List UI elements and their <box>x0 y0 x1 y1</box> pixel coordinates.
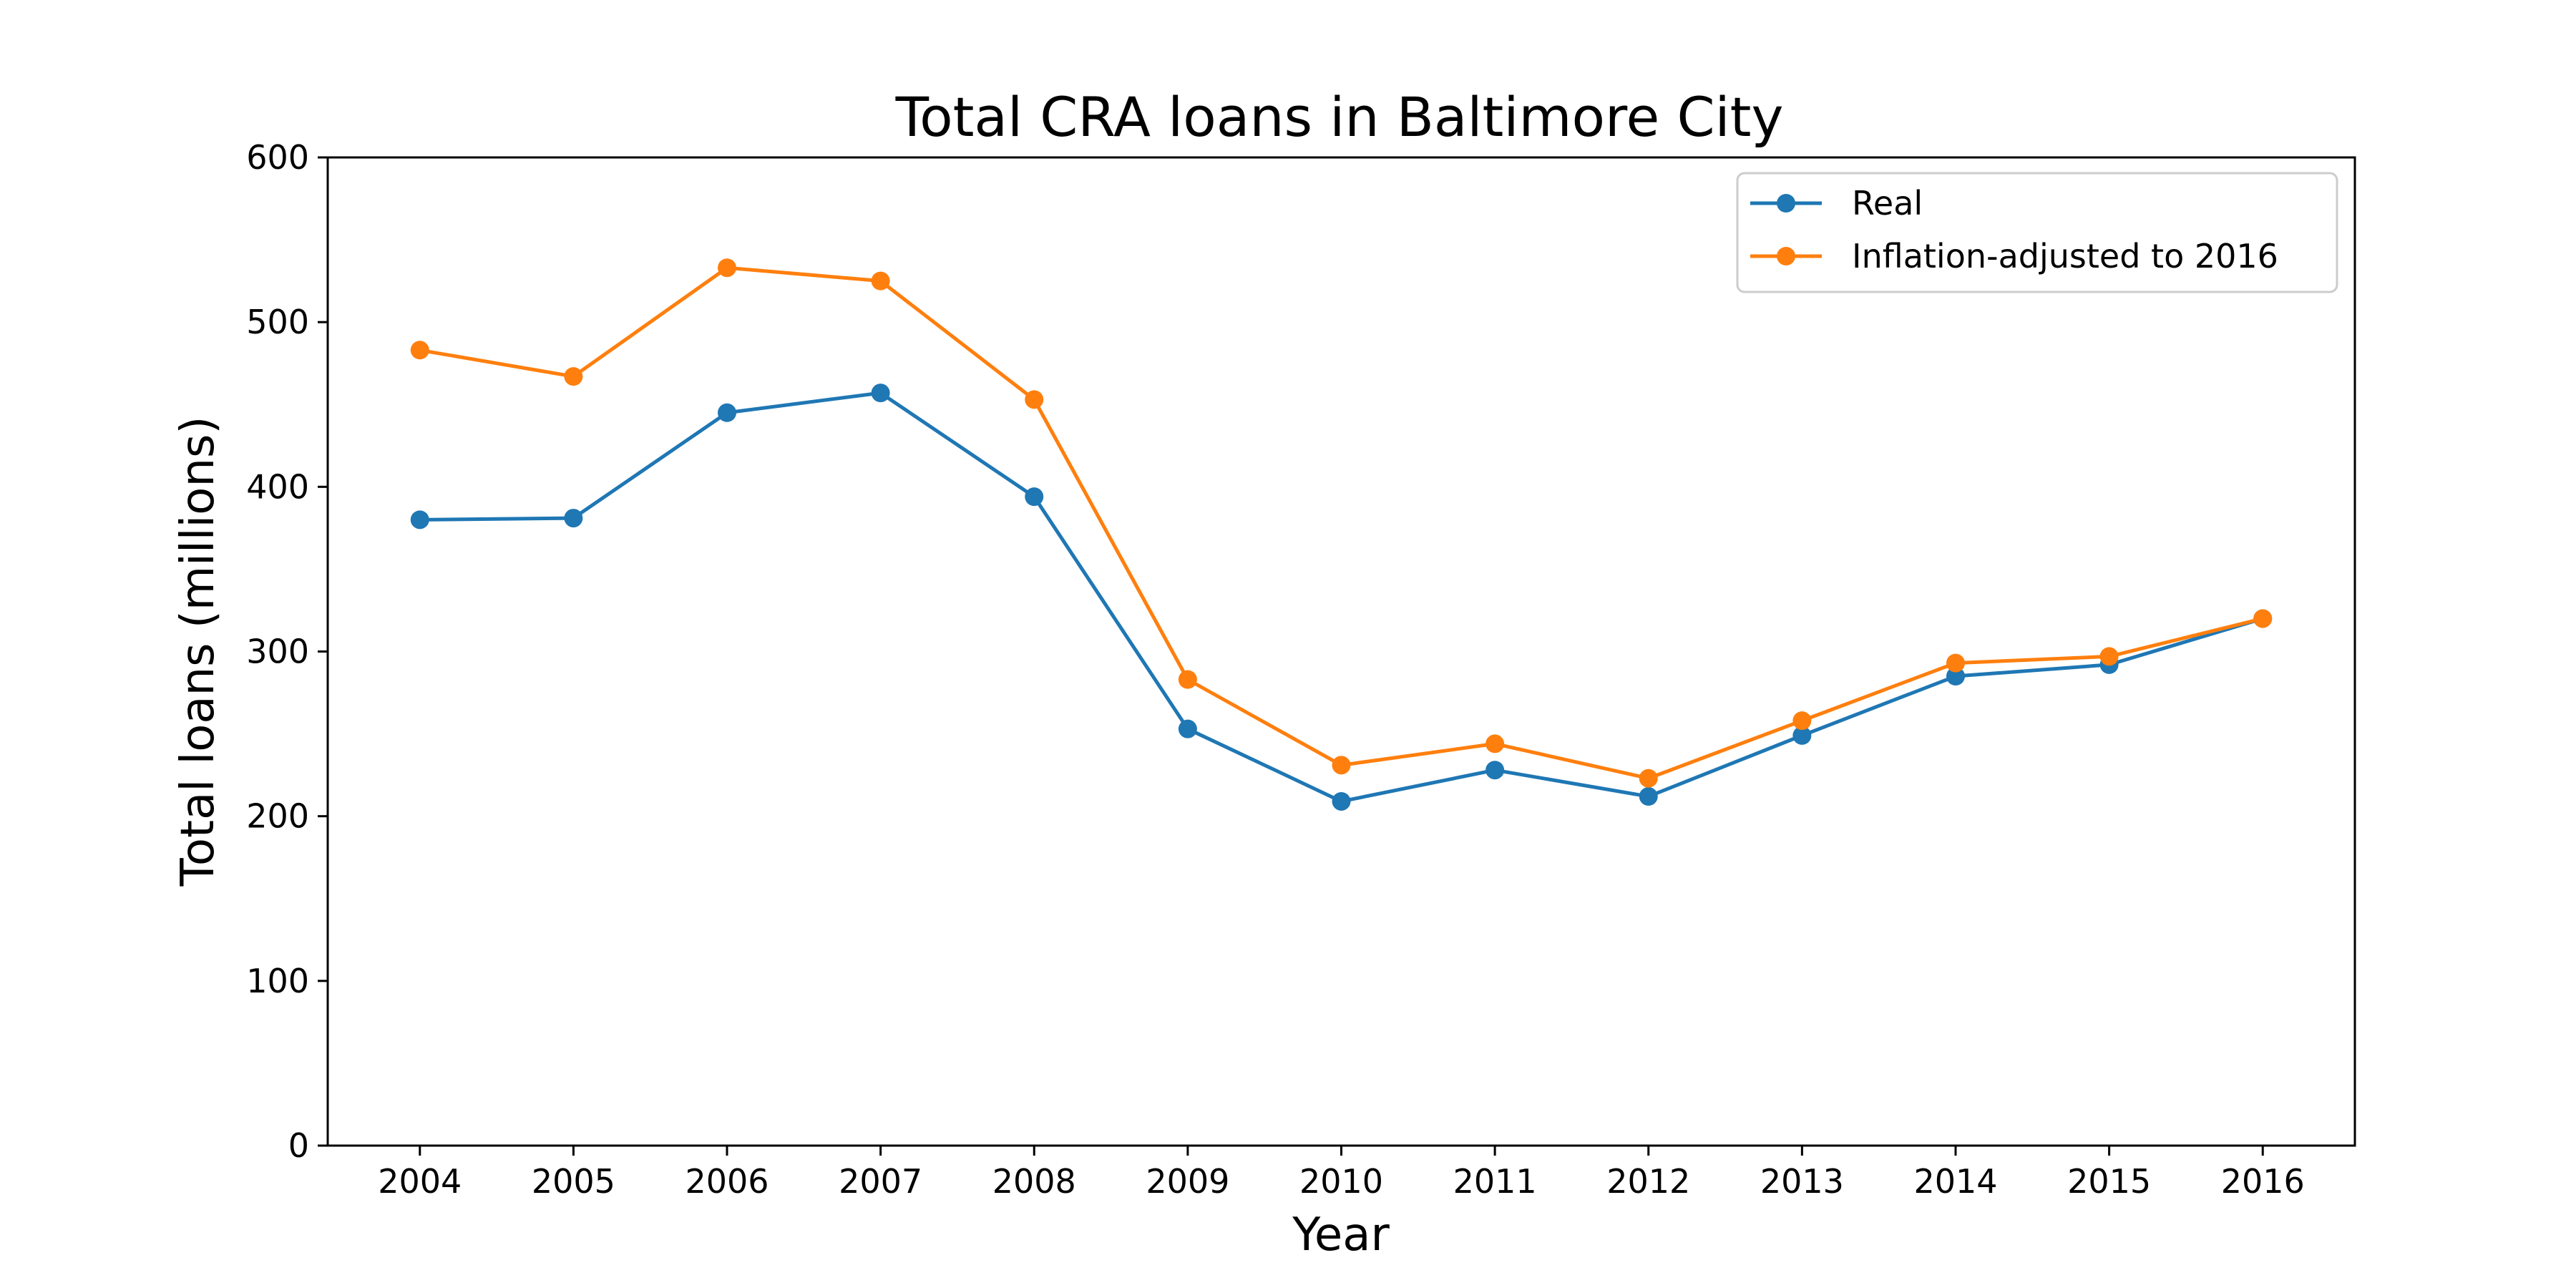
x-tick-label: 2005 <box>532 1162 615 1201</box>
x-tick-label: 2013 <box>1760 1162 1844 1201</box>
chart-title: Total CRA loans in Baltimore City <box>895 85 1784 149</box>
y-tick-label: 200 <box>246 797 309 836</box>
legend: Real Inflation-adjusted to 2016 <box>1736 172 2338 293</box>
series-layer <box>410 258 2273 811</box>
data-point <box>718 258 737 278</box>
legend-marker <box>1777 194 1795 213</box>
data-point <box>1792 726 1812 745</box>
x-tick-label: 2014 <box>1913 1162 1997 1201</box>
x-tick-label: 2016 <box>2221 1162 2305 1201</box>
data-point <box>1639 769 1658 788</box>
data-point <box>1946 667 1965 686</box>
y-tick-label: 100 <box>246 962 309 1000</box>
x-tick-label: 2010 <box>1299 1162 1383 1201</box>
x-tick-label: 2009 <box>1146 1162 1229 1201</box>
legend-box <box>1736 172 2338 293</box>
data-point <box>871 271 890 291</box>
data-point <box>1178 670 1197 689</box>
legend-label: Real <box>1852 184 1923 223</box>
legend-label: Inflation-adjusted to 2016 <box>1852 237 2278 275</box>
y-tick-label: 300 <box>246 633 309 671</box>
data-point <box>1639 787 1658 806</box>
y-axis-title: Total loans (millions) <box>172 416 225 887</box>
data-point <box>1332 756 1351 775</box>
y-tick-label: 500 <box>246 303 309 341</box>
data-point <box>410 341 429 360</box>
y-tick-label: 0 <box>288 1126 309 1165</box>
data-point <box>2253 609 2273 628</box>
x-tick-label: 2006 <box>685 1162 769 1201</box>
data-point <box>564 367 583 386</box>
x-tick-label: 2008 <box>992 1162 1076 1201</box>
data-point <box>564 509 583 528</box>
x-tick-label: 2011 <box>1453 1162 1537 1201</box>
x-tick-label: 2004 <box>378 1162 462 1201</box>
data-point <box>1332 791 1351 811</box>
data-point <box>410 510 429 530</box>
data-point <box>1946 653 1965 673</box>
plot-frame <box>326 156 2356 1147</box>
x-axis-title: Year <box>1292 1209 1390 1262</box>
data-point <box>1025 487 1044 507</box>
x-tick-label: 2015 <box>2067 1162 2151 1201</box>
data-point <box>1025 390 1044 409</box>
x-tick-label: 2012 <box>1606 1162 1690 1201</box>
data-point <box>1485 734 1505 753</box>
series-inflation-adjusted <box>410 258 2273 788</box>
y-axis-ticks: 0 100 200 300 400 500 600 <box>246 138 328 1165</box>
data-point <box>1178 719 1197 738</box>
data-point <box>871 384 890 403</box>
legend-items: Real Inflation-adjusted to 2016 <box>1750 184 2278 275</box>
y-tick-label: 400 <box>246 467 309 506</box>
data-point <box>2099 647 2119 666</box>
data-point <box>718 403 737 422</box>
y-tick-label: 600 <box>246 138 309 177</box>
legend-marker <box>1777 247 1795 265</box>
x-axis-ticks: 2004 2005 2006 2007 2008 2009 2010 2011 2012 2013… <box>378 1146 2305 1201</box>
data-point <box>1485 761 1505 780</box>
x-tick-label: 2007 <box>839 1162 922 1201</box>
data-point <box>1792 711 1812 731</box>
